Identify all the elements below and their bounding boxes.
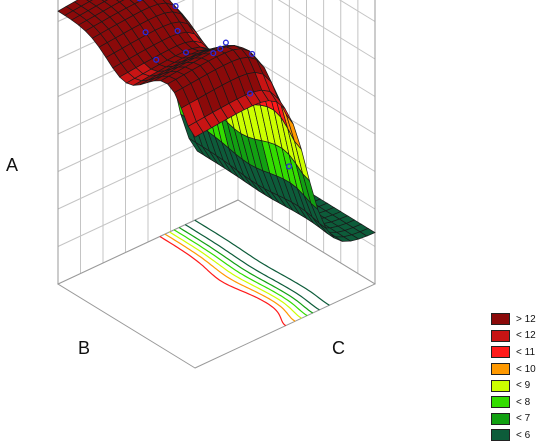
observed-point (249, 50, 256, 57)
surface-skirt (293, 124, 301, 322)
legend-item: < 9 (491, 377, 549, 394)
legend-item: < 6 (491, 427, 549, 444)
surface-skirt (203, 128, 211, 364)
surface-skirt (269, 101, 277, 334)
floor-outline (56, 199, 377, 369)
legend: > 12 < 12 < 11 < 10 < 9 < 8 < 7 < 6 (491, 311, 549, 444)
legend-item: < 8 (491, 394, 549, 411)
legend-swatch (491, 346, 510, 359)
grid-line (338, 0, 376, 22)
legend-label: < 9 (516, 380, 531, 392)
legend-swatch (491, 396, 510, 409)
surface-skirt (277, 102, 285, 330)
observed-point (136, 0, 142, 2)
legend-swatch (491, 363, 510, 376)
surface-skirt (236, 110, 244, 349)
axis-label-c: C (332, 338, 345, 358)
surface-skirt (228, 114, 236, 353)
contour-line (169, 231, 302, 319)
grid-line (277, 0, 376, 60)
legend-item: > 12 (491, 311, 549, 328)
surface-skirt (244, 106, 252, 345)
legend-swatch (491, 329, 510, 342)
surface-cell (187, 121, 204, 138)
observed-point (222, 39, 229, 46)
axis-label-a: A (6, 155, 19, 175)
contour-line (164, 233, 296, 322)
observed-point (153, 56, 160, 63)
observed-point (286, 163, 293, 170)
surface-skirt (367, 233, 375, 288)
surface-skirt (285, 109, 293, 326)
observed-point (217, 45, 224, 52)
legend-item: < 12 (491, 328, 549, 345)
contour-line (159, 235, 287, 327)
surface-skirt (252, 103, 260, 342)
observed-points (136, 0, 293, 170)
surface-skirt (220, 119, 228, 357)
legend-swatch (491, 313, 510, 326)
surface-skirt (195, 132, 203, 368)
observed-point (247, 90, 254, 97)
observed-point (210, 50, 217, 57)
legend-label: < 10 (516, 363, 536, 375)
surface-skirt (211, 123, 219, 360)
surface-skirt (261, 101, 269, 338)
surface-skirt (334, 238, 342, 303)
response-surface (57, 0, 376, 368)
legend-label: < 7 (516, 413, 531, 425)
legend-swatch (491, 429, 510, 442)
legend-item: < 10 (491, 361, 549, 378)
axis-label-b: B (78, 338, 91, 358)
surface-skirt (342, 241, 350, 299)
contour-line (184, 224, 320, 311)
legend-label: < 11 (516, 346, 535, 358)
legend-swatch (491, 412, 510, 425)
observed-point (172, 3, 179, 10)
surface-skirt (351, 239, 359, 295)
surface-skirt (326, 228, 334, 307)
grid-line (237, 12, 376, 97)
contour-line (173, 229, 308, 317)
legend-label: < 12 (516, 330, 536, 342)
legend-label: < 6 (516, 429, 531, 441)
surface-skirt (359, 236, 367, 292)
contour-line (194, 219, 330, 306)
legend-label: > 12 (516, 313, 536, 325)
legend-item: < 7 (491, 411, 549, 428)
floor-contours (159, 219, 330, 327)
legend-item: < 11 (491, 344, 549, 361)
observed-point (142, 29, 149, 36)
legend-swatch (491, 379, 510, 392)
contour-line (178, 226, 314, 314)
observed-point (174, 27, 181, 34)
legend-label: < 8 (516, 396, 531, 408)
observed-point (182, 49, 190, 56)
